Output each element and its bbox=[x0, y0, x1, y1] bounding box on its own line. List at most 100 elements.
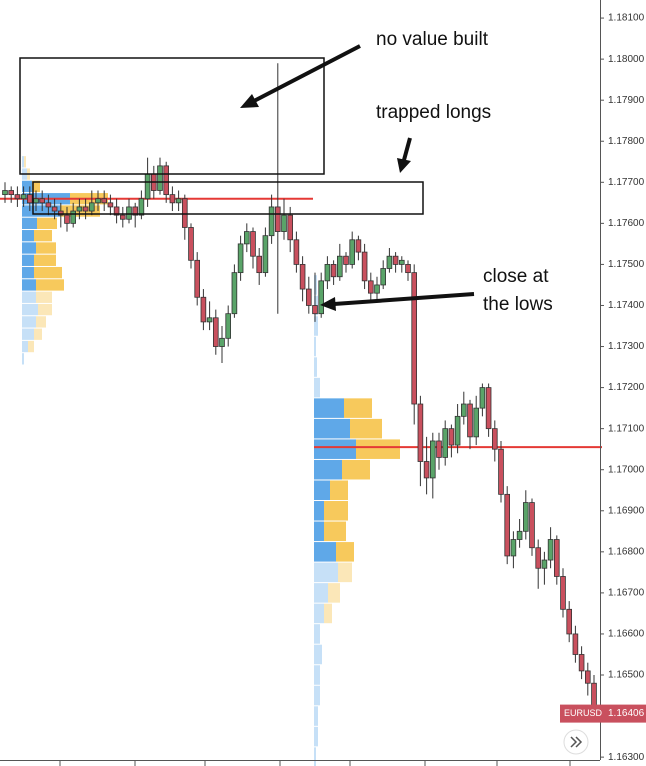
candle-body bbox=[144, 173, 151, 200]
candle-body bbox=[256, 255, 262, 274]
profile-sell bbox=[338, 562, 352, 583]
profile-buy bbox=[22, 353, 24, 365]
profile-buy bbox=[314, 542, 336, 562]
candle-body bbox=[157, 165, 163, 191]
scroll-button[interactable] bbox=[563, 729, 589, 755]
y-tick-label: 1.16900 bbox=[608, 505, 645, 516]
candle-body bbox=[132, 206, 139, 216]
candle-body bbox=[374, 284, 380, 294]
candle-body bbox=[175, 198, 182, 204]
candle-body bbox=[460, 403, 467, 417]
profile-sell bbox=[342, 459, 370, 480]
symbol-label: EURUSD bbox=[564, 708, 603, 718]
profile-buy bbox=[22, 205, 60, 217]
y-tick-label: 1.17900 bbox=[608, 95, 645, 106]
profile-buy bbox=[22, 230, 34, 242]
profile-buy bbox=[22, 180, 32, 193]
profile-sell bbox=[38, 303, 52, 316]
candle-body bbox=[572, 633, 579, 655]
candle-body bbox=[82, 206, 89, 212]
profile-sell bbox=[324, 521, 346, 542]
profile-sell bbox=[37, 217, 57, 230]
y-tick-label: 1.17100 bbox=[608, 423, 645, 434]
y-tick-label: 1.17000 bbox=[608, 464, 645, 475]
profile-buy bbox=[314, 480, 330, 501]
candle-body bbox=[336, 255, 343, 278]
candle-body bbox=[76, 206, 83, 212]
candle-body bbox=[231, 272, 238, 315]
candle-body bbox=[510, 539, 517, 557]
candle-body bbox=[417, 403, 424, 462]
profile-buy bbox=[314, 521, 324, 542]
candle-body bbox=[206, 317, 213, 323]
y-tick-label: 1.16800 bbox=[608, 546, 645, 557]
scroll-icon[interactable] bbox=[570, 736, 583, 748]
candle-body bbox=[349, 239, 355, 265]
y-tick-label: 1.17400 bbox=[608, 300, 645, 311]
profile-buy bbox=[22, 279, 36, 291]
profile-buy bbox=[314, 706, 318, 726]
candle-body bbox=[26, 194, 33, 204]
candle-body bbox=[70, 210, 77, 224]
candle-body bbox=[585, 670, 591, 684]
profile-buy bbox=[314, 726, 318, 747]
y-tick-label: 1.18000 bbox=[608, 54, 645, 65]
candle-body bbox=[237, 243, 244, 274]
profile-buy bbox=[314, 377, 320, 398]
candle-body bbox=[405, 264, 411, 274]
candle-body bbox=[380, 268, 386, 286]
candle-body bbox=[58, 210, 64, 216]
candle-body bbox=[454, 415, 461, 446]
candle-body bbox=[312, 305, 318, 315]
profile-buy bbox=[22, 266, 34, 279]
candle-body bbox=[33, 198, 39, 204]
profile-sell bbox=[350, 418, 382, 439]
candle-body bbox=[423, 461, 430, 479]
profile-sell bbox=[36, 242, 56, 254]
y-tick-label: 1.17200 bbox=[608, 382, 645, 393]
profile-buy bbox=[314, 418, 350, 439]
candle-body bbox=[479, 387, 486, 409]
candle-body bbox=[126, 206, 132, 220]
profile-buy bbox=[22, 217, 37, 230]
candle-body bbox=[64, 214, 70, 224]
profile-buy bbox=[314, 685, 320, 706]
candle-body bbox=[535, 547, 541, 569]
y-tick-label: 1.17500 bbox=[608, 259, 645, 270]
profile-sell bbox=[324, 501, 348, 521]
candle-body bbox=[39, 198, 45, 204]
candle-body bbox=[212, 317, 219, 347]
y-tick-label: 1.16500 bbox=[608, 670, 645, 681]
candle-body bbox=[529, 502, 535, 549]
profile-buy bbox=[314, 439, 356, 459]
candle-body bbox=[95, 198, 101, 204]
candle-body bbox=[324, 264, 331, 282]
profile-buy bbox=[314, 336, 316, 357]
candle-body bbox=[107, 202, 114, 208]
candle-body bbox=[8, 190, 15, 196]
candle-body bbox=[398, 259, 405, 265]
candle-body bbox=[194, 259, 201, 298]
candle-body bbox=[89, 202, 95, 212]
candles bbox=[2, 63, 597, 719]
candle-body bbox=[355, 239, 362, 253]
profile-sell bbox=[32, 180, 40, 193]
candle-body bbox=[504, 493, 510, 557]
candle-body bbox=[281, 214, 287, 232]
profile-sell bbox=[34, 254, 56, 266]
candle-body bbox=[101, 198, 108, 204]
profile-sell bbox=[36, 316, 46, 328]
candle-body bbox=[293, 239, 300, 265]
profile-sell bbox=[34, 328, 42, 340]
annotation: trapped longs bbox=[376, 102, 491, 123]
candle-body bbox=[305, 288, 312, 306]
candle-body bbox=[51, 206, 58, 212]
candle-body bbox=[287, 214, 293, 241]
profile-buy bbox=[314, 624, 320, 644]
profile-sell bbox=[330, 480, 348, 501]
candle-body bbox=[181, 198, 188, 228]
profile-buy bbox=[22, 242, 36, 254]
candle-body bbox=[467, 403, 473, 438]
annotation-arrows bbox=[240, 44, 475, 311]
axis-labels: 1.18100 1.18000 1.17900 1.17800 1.17700 1.176… bbox=[560, 13, 646, 763]
